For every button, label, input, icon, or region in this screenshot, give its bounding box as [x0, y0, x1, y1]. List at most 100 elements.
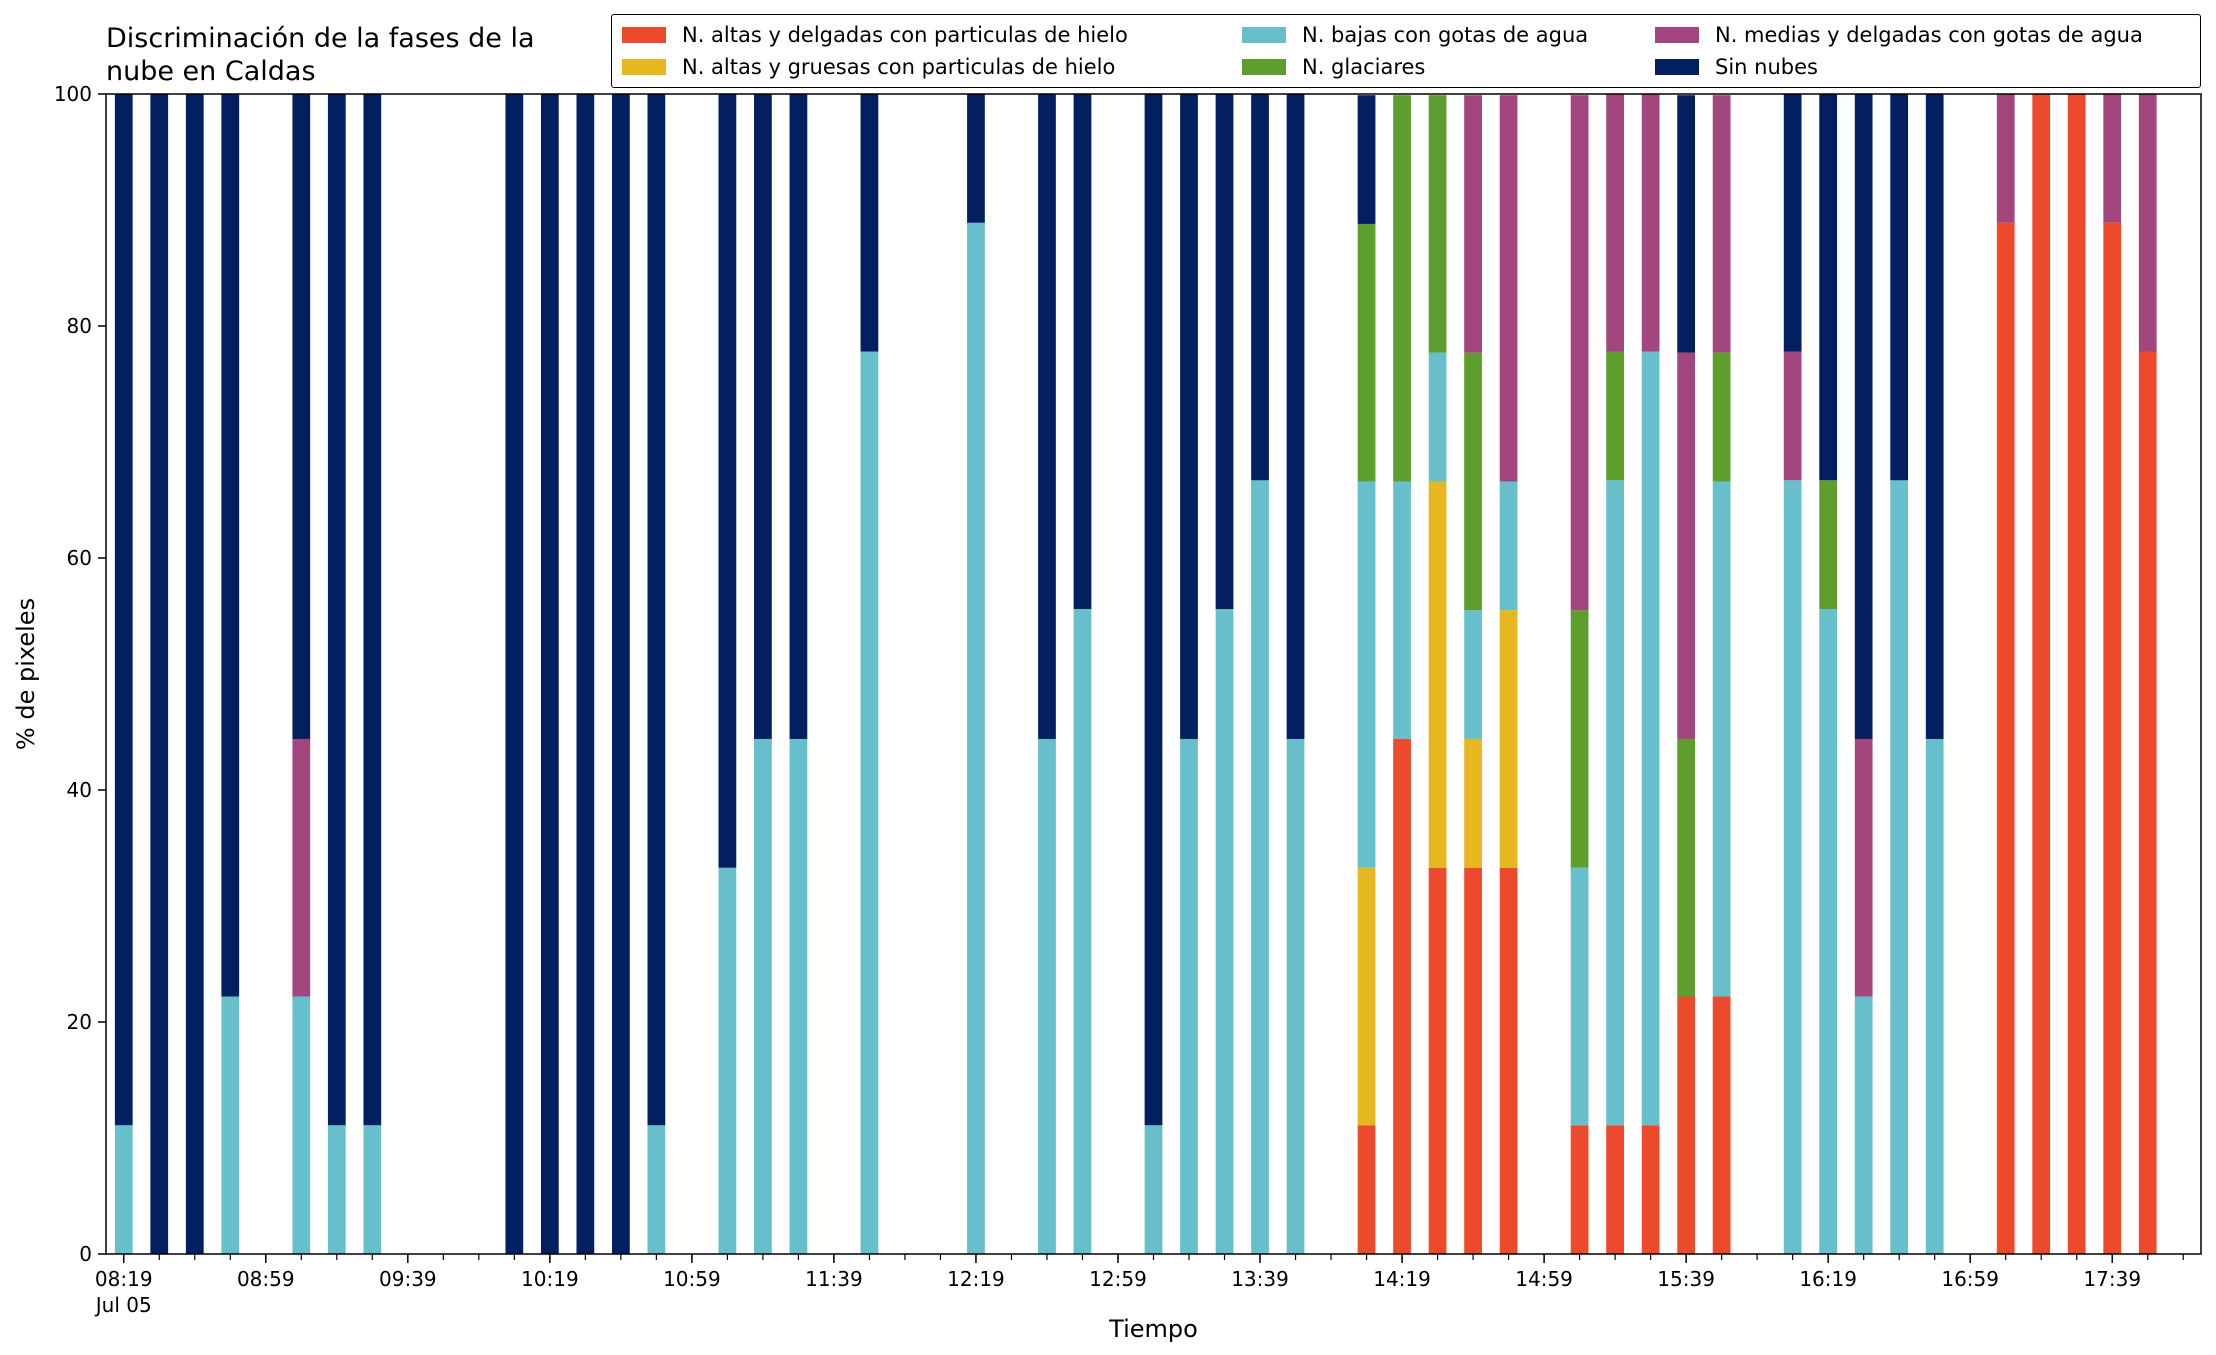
bar-segment-28-0 — [1499, 867, 1518, 1254]
legend-item-altas-gruesas: N. altas y gruesas con particulas de hie… — [622, 51, 1115, 83]
bar-segment-31-0 — [1641, 1125, 1660, 1254]
bar-segment-5-2 — [327, 1125, 346, 1254]
bar-segment-36-4 — [1854, 738, 1873, 997]
bar-segment-14-2 — [789, 738, 808, 1254]
bar-segment-5-5 — [327, 94, 346, 1126]
bar-segment-11-5 — [647, 94, 666, 1126]
legend-item-bajas-agua: N. bajas con gotas de agua — [1242, 19, 1588, 51]
bar-segment-31-2 — [1641, 351, 1660, 1126]
bar-segment-27-4 — [1464, 95, 1482, 353]
bar-segment-27-3 — [1464, 352, 1482, 611]
x-tick-label-1: 08:59 — [237, 1267, 295, 1291]
bar-segment-41-0 — [2067, 94, 2086, 1254]
bar-segment-24-0 — [1357, 1125, 1376, 1254]
bar-segment-30-3 — [1606, 351, 1624, 481]
bar-segment-16-5 — [967, 94, 985, 223]
bar-segment-33-4 — [1712, 95, 1731, 353]
x-tick-label-3: 10:19 — [521, 1267, 579, 1291]
bar-segment-15-5 — [860, 94, 879, 352]
y-tick-label-0: 0 — [79, 1242, 92, 1266]
bar-segment-13-5 — [754, 94, 772, 739]
bar-segment-18-5 — [1073, 94, 1092, 610]
bar-segment-25-3 — [1393, 95, 1411, 482]
bar-segment-21-2 — [1215, 609, 1234, 1254]
bar-segment-26-0 — [1428, 867, 1447, 1254]
bar-segment-20-2 — [1180, 738, 1198, 1254]
bar-segment-27-1 — [1464, 738, 1482, 868]
legend-swatch-glaciares — [1242, 59, 1286, 75]
bar-segment-32-4 — [1677, 352, 1695, 739]
bar-segment-38-5 — [1925, 94, 1944, 739]
legend-swatch-altas-gruesas — [622, 59, 666, 75]
legend-item-medias-delgadas: N. medias y delgadas con gotas de agua — [1655, 19, 2143, 51]
bar-segment-30-4 — [1606, 94, 1624, 352]
x-tick-label-14: 17:39 — [2083, 1267, 2141, 1291]
bar-segment-15-2 — [860, 351, 879, 1254]
bar-segment-33-2 — [1712, 481, 1731, 997]
x-tick-label-12: 16:19 — [1799, 1267, 1857, 1291]
bar-segment-22-2 — [1251, 480, 1269, 1254]
bar-segment-26-3 — [1428, 95, 1447, 353]
bar-segment-25-0 — [1393, 738, 1411, 1254]
bar-segment-8-5 — [540, 94, 559, 1254]
bar-segment-42-0 — [2103, 222, 2122, 1254]
y-axis-title: % de pixeles — [12, 598, 40, 750]
bar-segment-33-0 — [1712, 996, 1731, 1254]
bar-segment-30-0 — [1606, 1125, 1624, 1254]
bar-segment-1-5 — [150, 94, 169, 1254]
bar-segment-36-2 — [1854, 996, 1873, 1254]
x-tick-label-10: 14:59 — [1515, 1267, 1573, 1291]
bar-segment-4-2 — [292, 996, 311, 1254]
x-tick-label-8: 13:39 — [1231, 1267, 1289, 1291]
bar-segment-29-2 — [1570, 867, 1589, 1126]
bar-segment-39-0 — [1996, 222, 2015, 1254]
x-tick-label-4: 10:59 — [663, 1267, 721, 1291]
legend-label-bajas-agua: N. bajas con gotas de agua — [1302, 23, 1589, 47]
bar-segment-17-2 — [1038, 738, 1056, 1254]
bar-segment-32-0 — [1677, 996, 1695, 1254]
bar-segment-29-0 — [1570, 1125, 1589, 1254]
bar-segment-22-5 — [1251, 94, 1269, 481]
bar-segment-24-3 — [1357, 223, 1376, 482]
bar-segment-3-5 — [221, 94, 240, 997]
bar-segment-34-4 — [1783, 351, 1802, 481]
bar-segment-16-2 — [967, 222, 985, 1254]
bar-segment-4-5 — [292, 94, 311, 739]
bar-segment-23-5 — [1286, 94, 1305, 739]
bar-segment-38-2 — [1925, 738, 1944, 1254]
bar-segment-27-0 — [1464, 867, 1482, 1254]
bar-segment-3-2 — [221, 996, 240, 1254]
legend-label-glaciares: N. glaciares — [1302, 55, 1426, 79]
legend-label-medias-delgadas: N. medias y delgadas con gotas de agua — [1715, 23, 2143, 47]
bar-segment-23-2 — [1286, 738, 1305, 1254]
legend-swatch-bajas-agua — [1242, 27, 1286, 43]
x-tick-label-7: 12:59 — [1089, 1267, 1147, 1291]
chart-title-line-2: nube en Caldas — [106, 56, 316, 87]
x-tick-label-11: 15:39 — [1657, 1267, 1715, 1291]
x-tick-label-13: 16:59 — [1941, 1267, 1999, 1291]
bar-segment-34-2 — [1783, 480, 1802, 1254]
bar-segment-0-2 — [114, 1125, 133, 1254]
bar-segment-11-2 — [647, 1125, 666, 1254]
x-axis-title: Tiempo — [1108, 1315, 1198, 1343]
bar-segment-13-2 — [754, 738, 772, 1254]
bar-segment-14-5 — [789, 94, 808, 739]
bar-segment-31-4 — [1641, 94, 1660, 352]
bar-segment-43-4 — [2138, 94, 2157, 352]
bar-segment-12-5 — [718, 94, 737, 868]
bar-segment-36-5 — [1854, 94, 1873, 739]
bar-segment-7-5 — [505, 94, 524, 1254]
legend-swatch-sin-nubes — [1655, 59, 1699, 75]
chart-title: Discriminación de la fases de la nube en… — [106, 22, 535, 88]
bar-segment-35-3 — [1819, 480, 1838, 610]
bar-segment-24-1 — [1357, 867, 1376, 1126]
chart-title-line-1: Discriminación de la fases de la — [106, 23, 535, 54]
bar-segment-19-2 — [1144, 1125, 1163, 1254]
bar-segment-27-2 — [1464, 610, 1482, 739]
bar-segment-32-5 — [1677, 95, 1695, 353]
bar-segment-17-5 — [1038, 94, 1056, 739]
x-date-label: Jul 05 — [94, 1293, 152, 1317]
x-tick-label-6: 12:19 — [947, 1267, 1005, 1291]
legend-item-altas-delgadas: N. altas y delgadas con particulas de hi… — [622, 19, 1128, 51]
y-tick-label-2: 40 — [67, 778, 92, 802]
